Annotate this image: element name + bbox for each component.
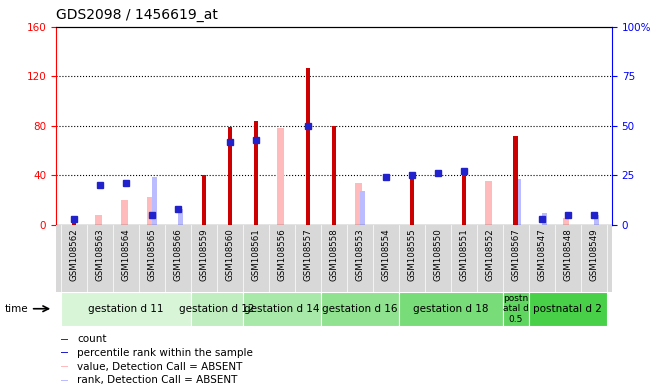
Bar	[228, 127, 232, 225]
Bar	[355, 183, 362, 225]
Bar	[461, 175, 466, 225]
Bar	[178, 209, 183, 225]
Bar	[542, 213, 547, 225]
Bar	[152, 177, 157, 225]
Bar	[399, 292, 503, 326]
Text: rank, Detection Call = ABSENT: rank, Detection Call = ABSENT	[77, 375, 238, 384]
Bar	[243, 292, 321, 326]
Bar	[95, 215, 102, 225]
Text: GSM108566: GSM108566	[174, 228, 182, 281]
Text: GSM108564: GSM108564	[122, 228, 130, 281]
Text: GSM108548: GSM108548	[563, 228, 572, 281]
Bar	[253, 121, 259, 225]
Text: GSM108557: GSM108557	[303, 228, 313, 281]
Bar	[61, 366, 68, 367]
Text: GSM108552: GSM108552	[486, 228, 494, 281]
Text: GSM108547: GSM108547	[538, 228, 546, 281]
Bar	[513, 136, 518, 225]
Text: postnatal d 2: postnatal d 2	[534, 304, 602, 314]
Text: GSM108560: GSM108560	[226, 228, 234, 281]
Bar	[72, 222, 76, 225]
Text: percentile rank within the sample: percentile rank within the sample	[77, 348, 253, 358]
Text: GSM108549: GSM108549	[590, 228, 598, 281]
Bar	[305, 68, 311, 225]
Bar	[121, 200, 128, 225]
Bar	[516, 179, 520, 225]
Text: gestation d 14: gestation d 14	[244, 304, 320, 314]
Bar	[147, 197, 154, 225]
Text: time: time	[5, 304, 28, 314]
Bar	[563, 218, 569, 225]
Bar	[61, 380, 68, 381]
Text: GSM108559: GSM108559	[199, 228, 209, 281]
Text: GSM108561: GSM108561	[251, 228, 261, 281]
Bar	[61, 339, 68, 340]
Text: gestation d 16: gestation d 16	[322, 304, 397, 314]
Bar	[503, 292, 529, 326]
Bar	[485, 181, 492, 225]
Bar	[191, 292, 243, 326]
Text: gestation d 11: gestation d 11	[88, 304, 164, 314]
Bar	[594, 215, 599, 225]
Text: GSM108553: GSM108553	[355, 228, 365, 281]
Text: GSM108563: GSM108563	[95, 228, 105, 281]
Text: GSM108567: GSM108567	[511, 228, 520, 281]
Text: GSM108562: GSM108562	[70, 228, 78, 281]
Text: GSM108550: GSM108550	[434, 228, 442, 281]
Text: GSM108558: GSM108558	[330, 228, 338, 281]
Bar	[409, 178, 415, 225]
Text: GSM108556: GSM108556	[278, 228, 286, 281]
Bar	[321, 292, 399, 326]
Text: GSM108554: GSM108554	[382, 228, 390, 281]
Text: gestation d 12: gestation d 12	[179, 304, 255, 314]
Text: gestation d 18: gestation d 18	[413, 304, 489, 314]
Text: GDS2098 / 1456619_at: GDS2098 / 1456619_at	[56, 8, 218, 22]
Text: value, Detection Call = ABSENT: value, Detection Call = ABSENT	[77, 362, 242, 372]
Text: GSM108555: GSM108555	[407, 228, 417, 281]
Text: count: count	[77, 334, 107, 344]
Bar	[360, 191, 365, 225]
Bar	[202, 175, 207, 225]
Bar	[61, 292, 191, 326]
Text: GSM108551: GSM108551	[459, 228, 468, 281]
Bar	[277, 128, 284, 225]
Bar	[332, 126, 336, 225]
Text: postn
atal d
0.5: postn atal d 0.5	[503, 294, 529, 324]
Bar	[529, 292, 607, 326]
Text: GSM108565: GSM108565	[147, 228, 157, 281]
